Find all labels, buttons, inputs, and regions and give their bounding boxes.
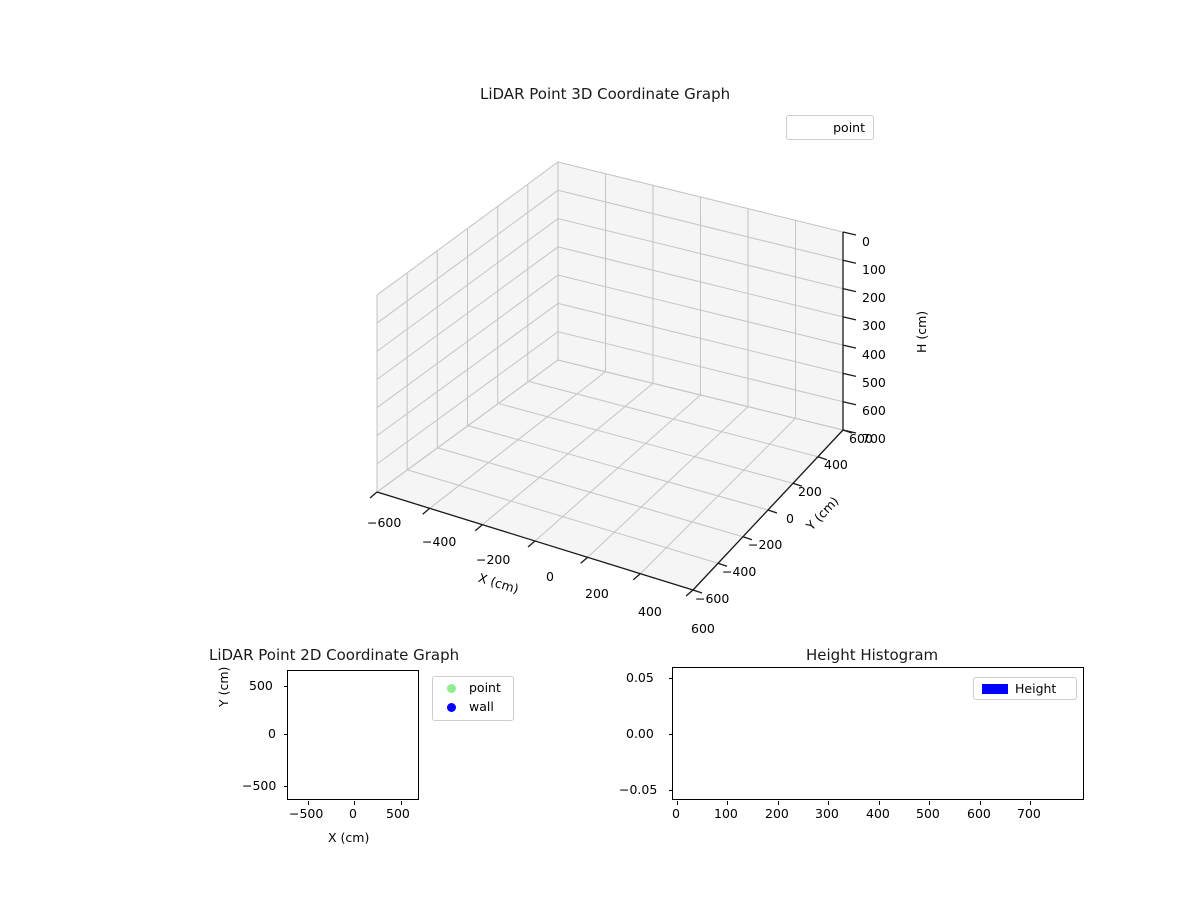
grid-left-vertical	[376, 162, 559, 492]
z-tick-label-4: 400	[862, 347, 886, 362]
y-tickmark-500	[284, 686, 288, 688]
x-tick-label-6: 600	[691, 621, 715, 636]
chart-2d-y-tick-label-1: 0	[268, 726, 276, 741]
legend-label-height: Height	[1015, 681, 1057, 696]
x-tickmark-0	[354, 801, 356, 805]
y-tickmark-minus500	[284, 786, 288, 788]
chart-hist-x-tick-label-4: 400	[866, 806, 890, 821]
chart-2d-axes[interactable]	[284, 670, 419, 805]
chart-3d-axes[interactable]: .pane { fill:#f5f5f5; stroke:#ececec; st…	[300, 130, 960, 636]
hist-x-tickmark-2	[778, 801, 780, 805]
y-tickmark-0	[284, 734, 288, 736]
hist-y-tickmark-2	[669, 790, 673, 792]
legend-entry-wall[interactable]: wall	[433, 699, 513, 719]
hist-x-tickmark-5	[929, 801, 931, 805]
chart-hist-y-tick-label-1: 0.00	[626, 726, 654, 741]
chart-2d-axis-label-x: X (cm)	[328, 830, 370, 845]
z-tick-label-0: 0	[862, 234, 870, 249]
hist-x-tickmark-6	[980, 801, 982, 805]
y-tick-label-0: −600	[695, 591, 730, 606]
chart-2d-y-tick-label-0: 500	[249, 678, 273, 693]
hist-y-tickmark-0	[669, 678, 673, 680]
chart-hist-y-tick-label-0: 0.05	[626, 670, 654, 685]
chart-3d-title: LiDAR Point 3D Coordinate Graph	[480, 85, 731, 103]
y-tick-label-6: 600	[849, 431, 873, 446]
hist-y-tickmark-1	[669, 734, 673, 736]
legend-swatch-height-icon	[982, 684, 1008, 694]
legend-label-point: point	[469, 680, 501, 695]
grid-back-vertical	[557, 162, 844, 430]
chart-hist-x-tick-label-3: 300	[815, 806, 839, 821]
x-tick-label-4: 200	[585, 586, 609, 601]
chart-3d-canvas: .pane { fill:#f5f5f5; stroke:#ececec; st…	[369, 161, 857, 597]
chart-hist-x-tick-label-1: 100	[714, 806, 738, 821]
chart-2d-y-tick-label-2: −500	[242, 778, 277, 793]
legend-marker-wall-icon	[447, 703, 456, 712]
z-tick-label-2: 200	[862, 290, 886, 305]
legend-marker-point-icon	[447, 684, 456, 693]
chart-hist-x-tick-label-6: 600	[967, 806, 991, 821]
legend-entry-point[interactable]: point	[433, 680, 513, 700]
y-tick-label-5: 400	[824, 457, 848, 472]
hist-x-tickmark-0	[677, 801, 679, 805]
chart-hist-x-tick-label-0: 0	[672, 806, 680, 821]
y-tick-label-2: −200	[748, 537, 783, 552]
legend-label-wall: wall	[469, 699, 494, 714]
hist-x-tickmark-4	[879, 801, 881, 805]
legend-entry-point-label: point	[833, 120, 865, 135]
y-tick-label-3: 0	[786, 511, 794, 526]
hist-x-tickmark-3	[828, 801, 830, 805]
z-tick-label-6: 600	[862, 403, 886, 418]
z-tick-label-1: 100	[862, 262, 886, 277]
axis-label-z: H (cm)	[914, 310, 929, 353]
chart-2d-x-tick-label-1: 0	[349, 806, 357, 821]
chart-hist-x-tick-label-2: 200	[765, 806, 789, 821]
chart-2d-title: LiDAR Point 2D Coordinate Graph	[209, 646, 460, 664]
chart-hist-x-tick-label-7: 700	[1017, 806, 1041, 821]
hist-x-tickmark-7	[1030, 801, 1032, 805]
x-tickmark-500	[401, 801, 403, 805]
chart-hist-legend[interactable]: Height	[973, 677, 1077, 700]
x-tick-label-1: −400	[422, 534, 457, 549]
chart-2d-axis-label-y: Y (cm)	[216, 666, 231, 707]
chart-hist-y-tick-label-2: −0.05	[619, 782, 658, 797]
tickmarks-x	[369, 491, 694, 597]
chart-hist-x-tick-label-5: 500	[916, 806, 940, 821]
z-tick-label-3: 300	[862, 318, 886, 333]
chart-3d-legend[interactable]: point	[786, 115, 874, 140]
z-tick-label-7: 700	[862, 431, 886, 446]
tickmarks-z	[842, 231, 857, 434]
hist-x-tickmark-1	[727, 801, 729, 805]
x-tick-label-0: −600	[367, 515, 402, 530]
chart-2d-x-tick-label-2: 500	[386, 806, 410, 821]
x-tickmark-minus500	[308, 801, 310, 805]
x-tick-label-5: 400	[638, 604, 662, 619]
y-tick-label-1: −400	[722, 564, 757, 579]
x-tick-label-2: −200	[476, 552, 511, 567]
chart-hist-title: Height Histogram	[806, 646, 939, 664]
x-tick-label-3: 0	[546, 569, 554, 584]
chart-2d-x-tick-label-0: −500	[289, 806, 324, 821]
z-tick-label-5: 500	[862, 375, 886, 390]
y-tick-label-4: 200	[798, 484, 822, 499]
chart-2d-legend[interactable]: point wall	[432, 676, 514, 721]
